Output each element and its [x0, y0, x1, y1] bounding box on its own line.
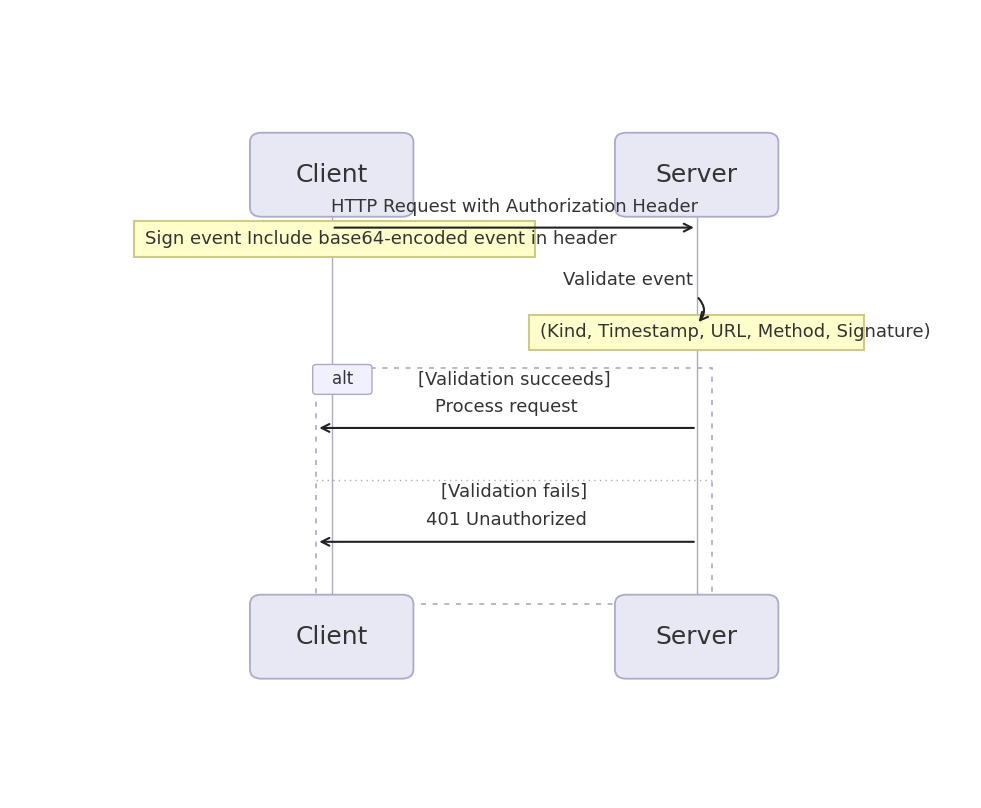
FancyBboxPatch shape [615, 133, 778, 217]
Text: Client: Client [295, 625, 368, 649]
Text: Sign event Include base64-encoded event in header: Sign event Include base64-encoded event … [144, 230, 616, 248]
FancyBboxPatch shape [313, 364, 372, 394]
Text: Process request: Process request [436, 398, 578, 415]
FancyBboxPatch shape [250, 133, 413, 217]
Text: Validate event: Validate event [563, 271, 693, 289]
Text: (Kind, Timestamp, URL, Method, Signature): (Kind, Timestamp, URL, Method, Signature… [540, 323, 931, 342]
Text: 401 Unauthorized: 401 Unauthorized [426, 511, 587, 529]
Bar [530, 315, 864, 350]
FancyArrowPatch shape [698, 298, 708, 320]
Text: Client: Client [295, 162, 368, 187]
Bar [134, 221, 536, 258]
Text: HTTP Request with Authorization Header: HTTP Request with Authorization Header [331, 199, 697, 217]
Text: [Validation fails]: [Validation fails] [441, 483, 588, 501]
Text: Server: Server [655, 625, 738, 649]
Text: [Validation succeeds]: [Validation succeeds] [418, 371, 610, 389]
Text: Server: Server [655, 162, 738, 187]
Text: alt: alt [332, 370, 353, 389]
FancyBboxPatch shape [250, 595, 413, 679]
FancyBboxPatch shape [615, 595, 778, 679]
Bar [317, 368, 712, 604]
